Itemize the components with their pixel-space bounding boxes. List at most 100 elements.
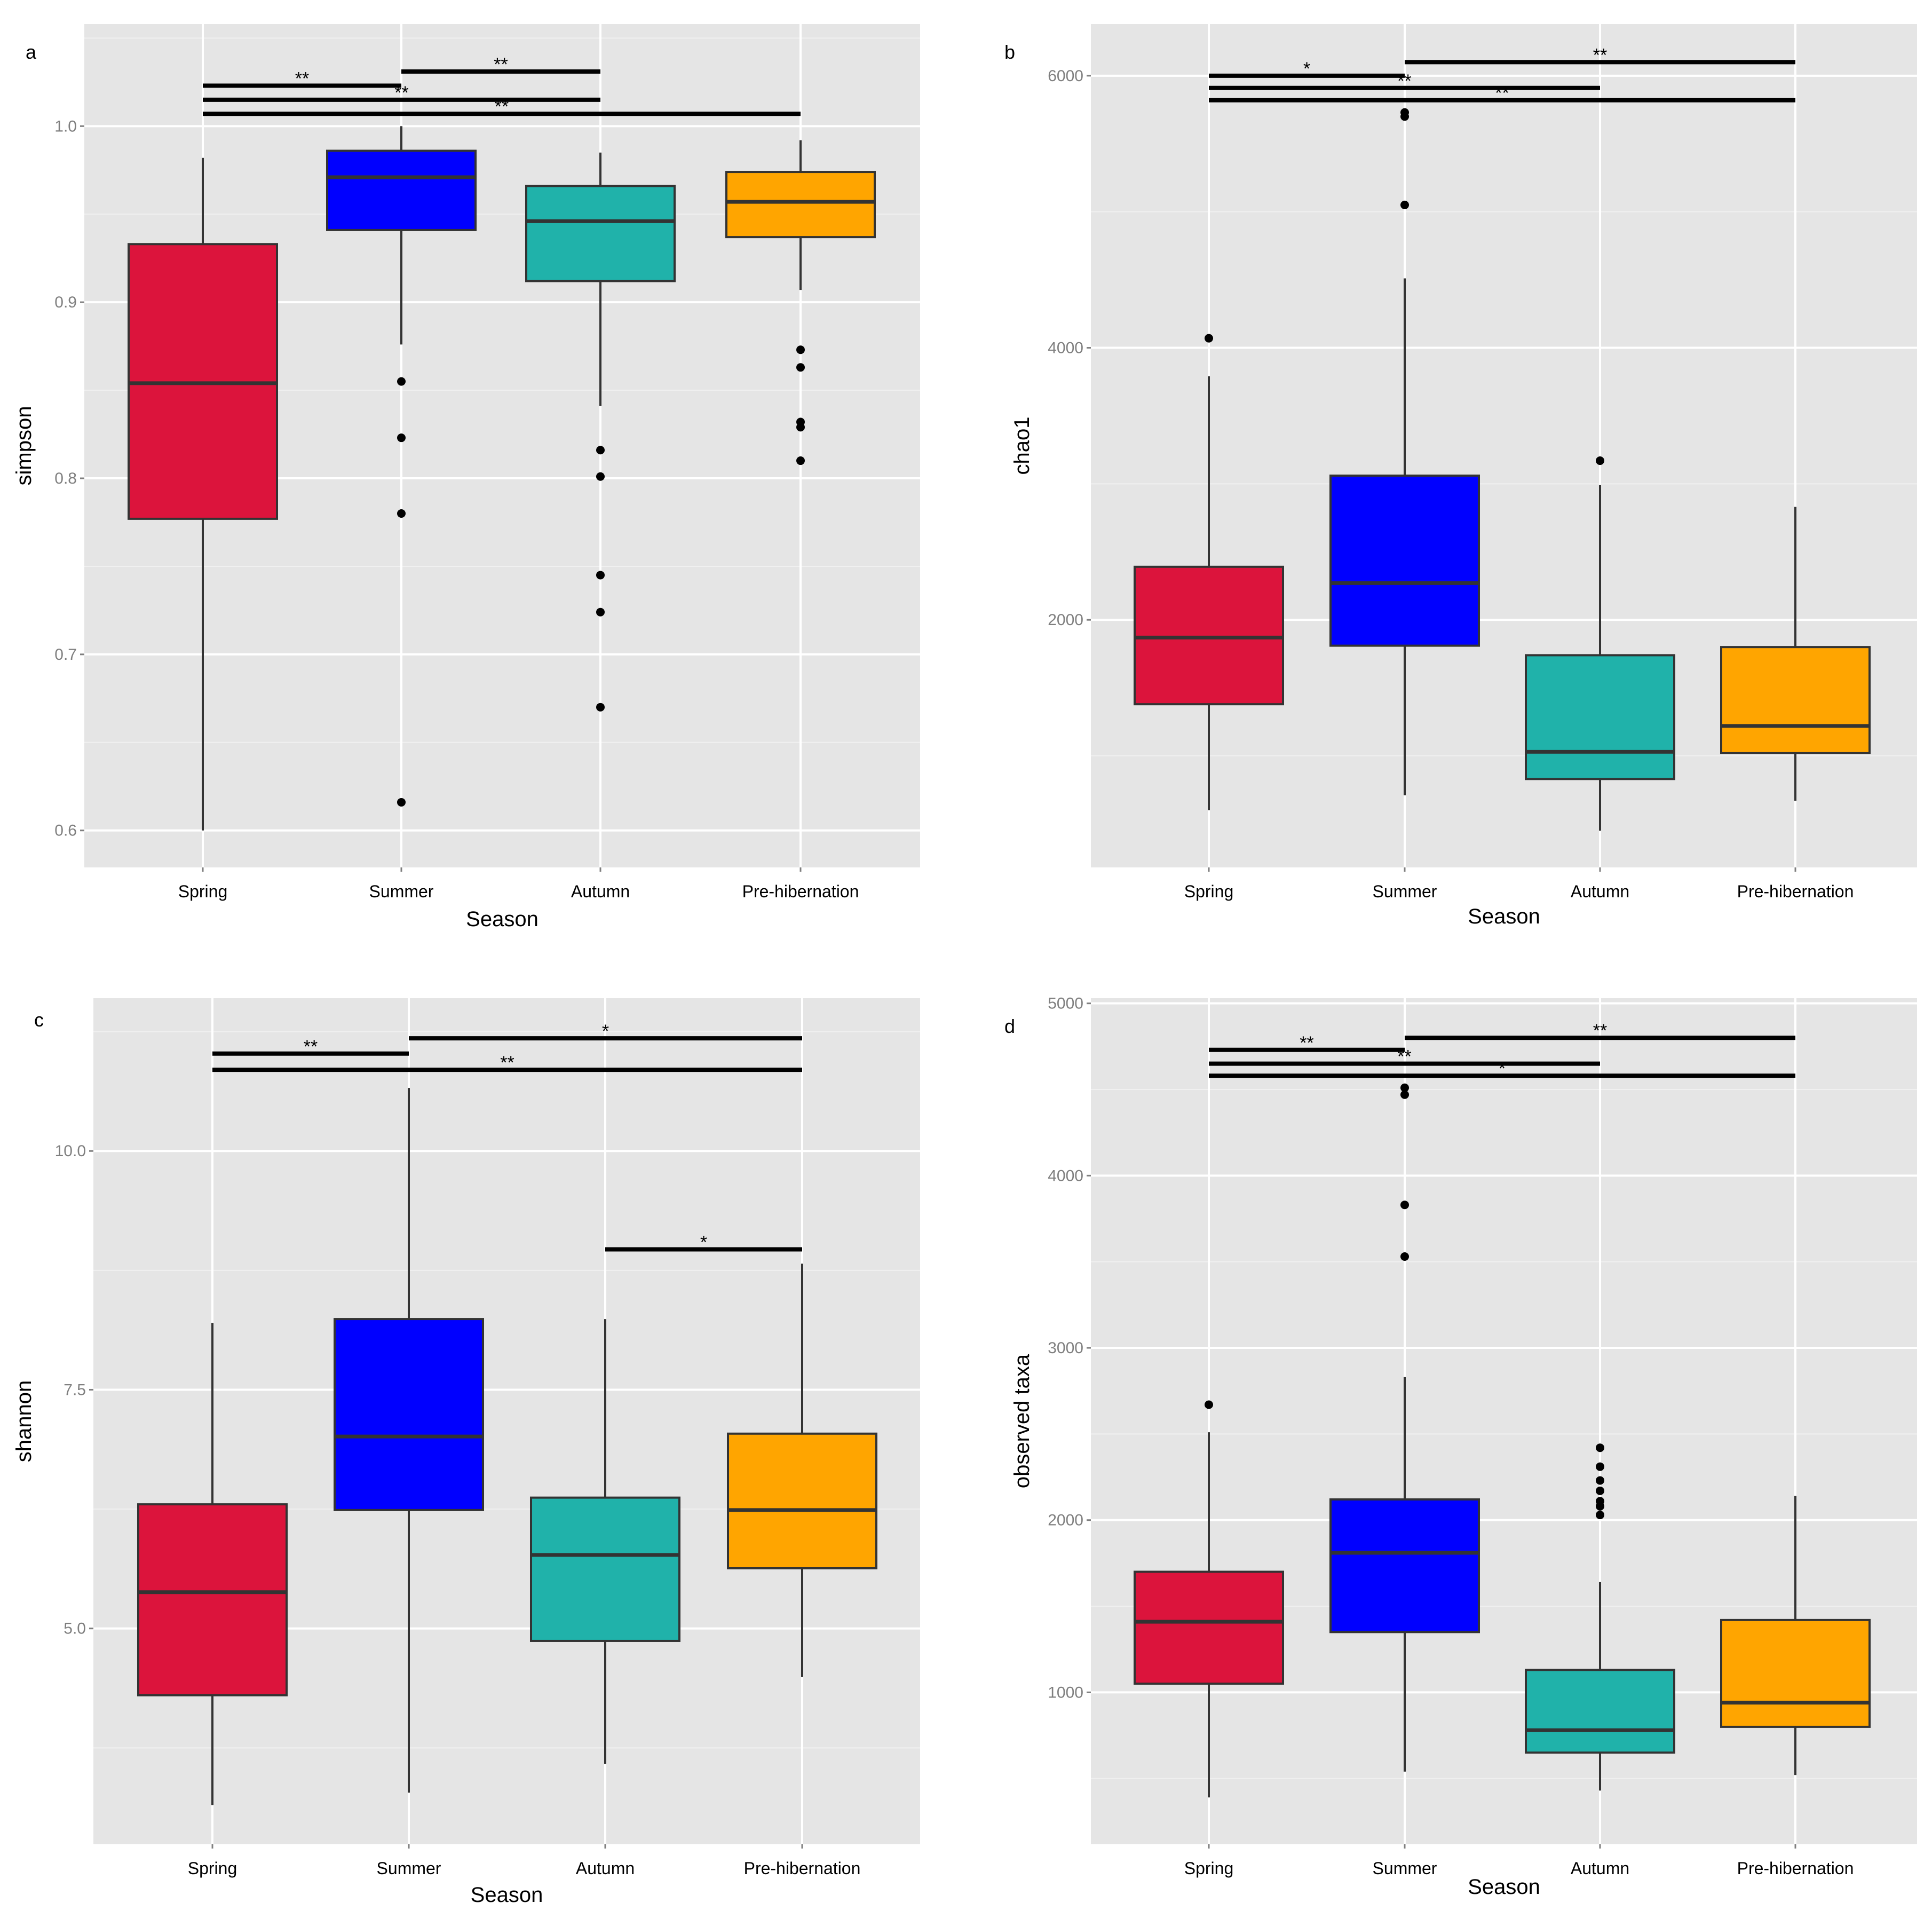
y-tick-label: 2000: [1048, 1512, 1083, 1529]
y-tick-label: 7.5: [64, 1381, 86, 1399]
significance-label: **: [1593, 1021, 1607, 1041]
y-tick-label: 3000: [1048, 1339, 1083, 1357]
y-axis-title: shannon: [12, 1380, 36, 1462]
significance-label: *: [1303, 59, 1310, 79]
y-tick-label: 5.0: [64, 1620, 86, 1638]
significance-label: **: [295, 68, 309, 89]
y-axis-title: simpson: [12, 406, 36, 486]
y-tick-label: 0.6: [54, 822, 77, 840]
outlier-point-autumn: [596, 607, 605, 617]
x-tick-label-spring: Spring: [1184, 1859, 1234, 1878]
panel-label: d: [1004, 1015, 1015, 1037]
outlier-point-summer: [1400, 1252, 1409, 1261]
outlier-point-autumn: [596, 571, 605, 580]
y-tick-label: 2000: [1048, 611, 1083, 629]
outlier-point-autumn: [596, 472, 605, 481]
outlier-point-summer: [397, 377, 406, 386]
significance-label: **: [494, 54, 508, 75]
significance-label: **: [495, 97, 509, 117]
x-tick-label-autumn: Autumn: [1571, 882, 1629, 901]
x-tick-label-pre-hibernation: Pre-hibernation: [1737, 882, 1854, 901]
x-tick-label-summer: Summer: [369, 882, 434, 901]
x-axis-title: Season: [1468, 905, 1540, 928]
outlier-point-summer: [397, 797, 406, 807]
outlier-point-autumn: [1596, 1511, 1604, 1520]
y-tick-label: 0.8: [54, 470, 77, 487]
panel-label: b: [1004, 41, 1015, 63]
outlier-point-pre-hibernation: [796, 363, 805, 372]
panel-c-chart: 5.07.510.0******Spring Summer Autumn Pre-hi…: [12, 998, 920, 1907]
box-autumn: [1525, 654, 1675, 780]
box-pre-hibernation: [725, 171, 876, 239]
outlier-point-autumn: [1596, 1486, 1604, 1495]
x-tick-label-spring: Spring: [188, 1859, 237, 1878]
outlier-point-spring: [1205, 334, 1213, 343]
panel-a-chart: 0.6 0.7 0.8 0.9 1.0 ** ** ** ** Spring Summer Autum…: [12, 24, 920, 931]
box-pre-hibernation: [727, 1432, 877, 1569]
outlier-point-pre-hibernation: [796, 345, 805, 354]
x-tick-label-pre-hibernation: Pre-hibernation: [742, 882, 859, 901]
box-pre-hibernation: [1720, 646, 1871, 754]
outlier-point-autumn: [1596, 1476, 1604, 1485]
box-pre-hibernation: [1720, 1618, 1871, 1728]
outlier-point-summer: [397, 433, 406, 443]
box-summer: [326, 149, 477, 231]
significance-label: **: [1397, 71, 1411, 91]
x-tick-label-spring: Spring: [1184, 882, 1234, 901]
y-axis-title: chao1: [1010, 417, 1034, 475]
x-tick-label-spring: Spring: [178, 882, 228, 901]
box-autumn: [525, 185, 676, 282]
y-tick-label: 5000: [1048, 995, 1083, 1013]
y-tick-label: 0.7: [54, 646, 77, 664]
box-autumn: [1525, 1669, 1675, 1754]
x-axis-title: Season: [466, 907, 539, 931]
y-tick-label: 4000: [1048, 1167, 1083, 1184]
outlier-point-summer: [397, 509, 406, 518]
plot-panel: [93, 998, 920, 1844]
box-summer: [1329, 475, 1480, 647]
significance-label: **: [1593, 45, 1607, 65]
outlier-point-autumn: [1596, 1443, 1604, 1452]
significance-label: *: [1499, 1059, 1506, 1079]
x-tick-label-pre-hibernation: Pre-hibernation: [744, 1859, 861, 1878]
x-tick-label-autumn: Autumn: [576, 1859, 635, 1878]
x-axis-title: Season: [471, 1883, 543, 1907]
y-tick-label: 4000: [1048, 339, 1083, 357]
box-spring: [137, 1503, 288, 1696]
outlier-point-autumn: [1596, 1462, 1604, 1471]
x-tick-label-autumn: Autumn: [571, 882, 630, 901]
significance-label: **: [1300, 1033, 1313, 1053]
outlier-point-summer: [1400, 1201, 1409, 1210]
outlier-point-summer: [1400, 1090, 1409, 1099]
y-tick-label: 1000: [1048, 1684, 1083, 1701]
y-tick-label: 1.0: [54, 117, 77, 135]
outlier-point-pre-hibernation: [796, 456, 805, 465]
box-spring: [1134, 565, 1284, 706]
x-tick-label-pre-hibernation: Pre-hibernation: [1737, 1859, 1854, 1878]
significance-label: **: [1397, 1047, 1411, 1067]
y-axis-title: observed taxa: [1010, 1354, 1034, 1488]
y-tick-label: 0.9: [54, 294, 77, 311]
y-tick-label: 6000: [1048, 67, 1083, 85]
outlier-point-autumn: [596, 446, 605, 455]
box-spring: [1134, 1570, 1284, 1685]
box-summer: [334, 1318, 484, 1511]
box-summer: [1329, 1498, 1480, 1633]
significance-label: *: [700, 1232, 707, 1252]
outlier-point-autumn: [596, 702, 605, 712]
box-autumn: [530, 1496, 680, 1642]
significance-label: **: [1495, 83, 1509, 104]
y-tick-label: 10.0: [55, 1142, 86, 1160]
significance-label: **: [304, 1037, 318, 1057]
outlier-point-autumn: [1596, 456, 1604, 465]
panel-label: a: [26, 41, 37, 63]
outlier-point-summer: [1400, 1083, 1409, 1092]
outlier-point-autumn: [1596, 1497, 1604, 1506]
significance-label: **: [500, 1053, 514, 1073]
significance-label: *: [602, 1021, 609, 1041]
x-axis-title: Season: [1468, 1875, 1540, 1899]
x-tick-label-summer: Summer: [1373, 882, 1437, 901]
